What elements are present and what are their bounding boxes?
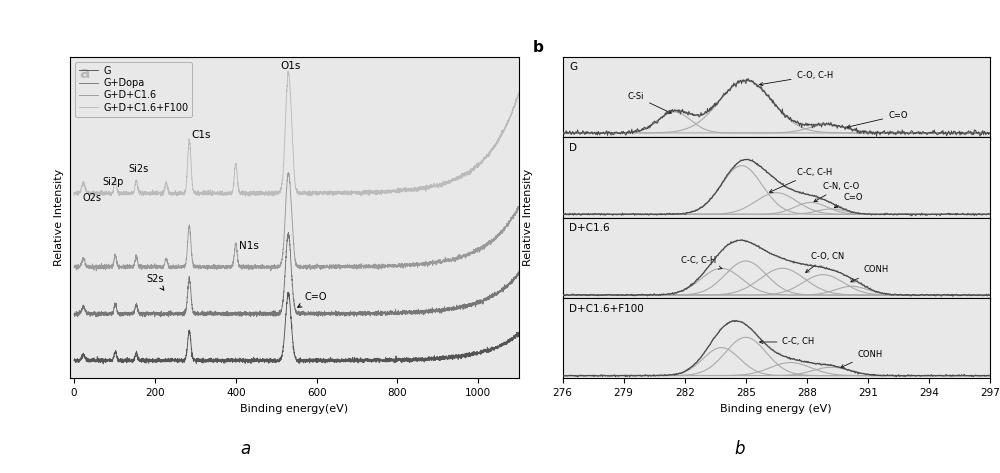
Text: Si2p: Si2p [103,177,124,187]
G+D+C1.6 [279,208,291,213]
G+D+C1.6+F100 [255,190,267,196]
G+D+C1.6+F100 [391,187,403,193]
G [499,342,511,347]
G+D+C1.6 [265,268,277,274]
G+D+C1.6+F100 [499,125,511,131]
Line: G+D+C1.6: G+D+C1.6 [74,173,519,271]
Text: a: a [240,440,250,458]
Text: G: G [569,62,577,72]
Text: C=O: C=O [834,193,863,208]
G+Dopa [391,310,403,316]
G [513,331,525,336]
Text: C=O: C=O [847,111,908,128]
Line: G+Dopa: G+Dopa [74,233,519,317]
Text: b: b [533,40,544,55]
Text: C1s: C1s [191,131,211,140]
G+D+C1.6+F100 [239,193,251,199]
G+D+C1.6 [68,264,80,270]
G+D+C1.6 [391,263,403,268]
G+D+C1.6+F100 [259,191,271,197]
G+Dopa [477,298,489,304]
Text: C-C, C-H: C-C, C-H [769,167,832,193]
G+Dopa [259,310,271,316]
Text: CONH: CONH [841,350,883,368]
Text: N1s: N1s [239,241,258,251]
Legend: G, G+Dopa, G+D+C1.6, G+D+C1.6+F100: G, G+Dopa, G+D+C1.6, G+D+C1.6+F100 [75,61,192,117]
G+Dopa [499,285,511,291]
G+D+C1.6+F100 [282,69,294,74]
Text: D: D [569,143,577,153]
Line: G: G [74,292,519,364]
G+D+C1.6+F100 [477,157,489,163]
Text: C-O, CN: C-O, CN [806,252,844,272]
Text: a: a [79,66,89,81]
G+D+C1.6 [477,245,489,251]
G [279,318,291,324]
Text: O1s: O1s [280,61,301,71]
G [255,358,267,363]
Text: CONH: CONH [851,265,889,282]
Text: Relative Intensity: Relative Intensity [523,169,533,266]
G+D+C1.6 [499,224,511,230]
G+D+C1.6 [258,265,270,271]
Text: Si2s: Si2s [129,164,149,174]
G [97,361,109,367]
G+D+C1.6+F100 [279,119,291,124]
G+Dopa [68,312,80,317]
G+Dopa [255,311,267,317]
Text: b: b [735,440,745,458]
G+Dopa [513,269,525,274]
G [283,289,295,295]
G+D+C1.6 [282,170,294,175]
Line: G+D+C1.6+F100: G+D+C1.6+F100 [74,71,519,196]
Text: D+C1.6+F100: D+C1.6+F100 [569,304,644,314]
X-axis label: Binding energy (eV): Binding energy (eV) [720,403,832,414]
X-axis label: Binding energy(eV): Binding energy(eV) [240,403,348,414]
Text: S2s: S2s [146,274,164,290]
Text: D+C1.6: D+C1.6 [569,223,610,233]
Text: C-C, C-H: C-C, C-H [681,256,722,269]
Text: C-C, CH: C-C, CH [760,337,815,347]
Text: O2s: O2s [83,193,102,203]
Text: C-O, C-H: C-O, C-H [760,71,833,86]
G [68,357,80,363]
G+Dopa [279,265,291,271]
G+D+C1.6 [255,264,267,270]
Y-axis label: Relative Intensity: Relative Intensity [54,169,64,266]
G [391,358,403,364]
Text: C=O: C=O [298,291,327,307]
G+Dopa [282,230,294,236]
G+D+C1.6+F100 [513,90,525,96]
G+D+C1.6 [513,205,525,211]
Text: C-Si: C-Si [628,92,671,113]
G+D+C1.6+F100 [68,189,80,195]
Text: C-N, C-O: C-N, C-O [814,182,859,201]
G [477,349,489,355]
G+Dopa [155,314,167,320]
G [259,357,271,362]
